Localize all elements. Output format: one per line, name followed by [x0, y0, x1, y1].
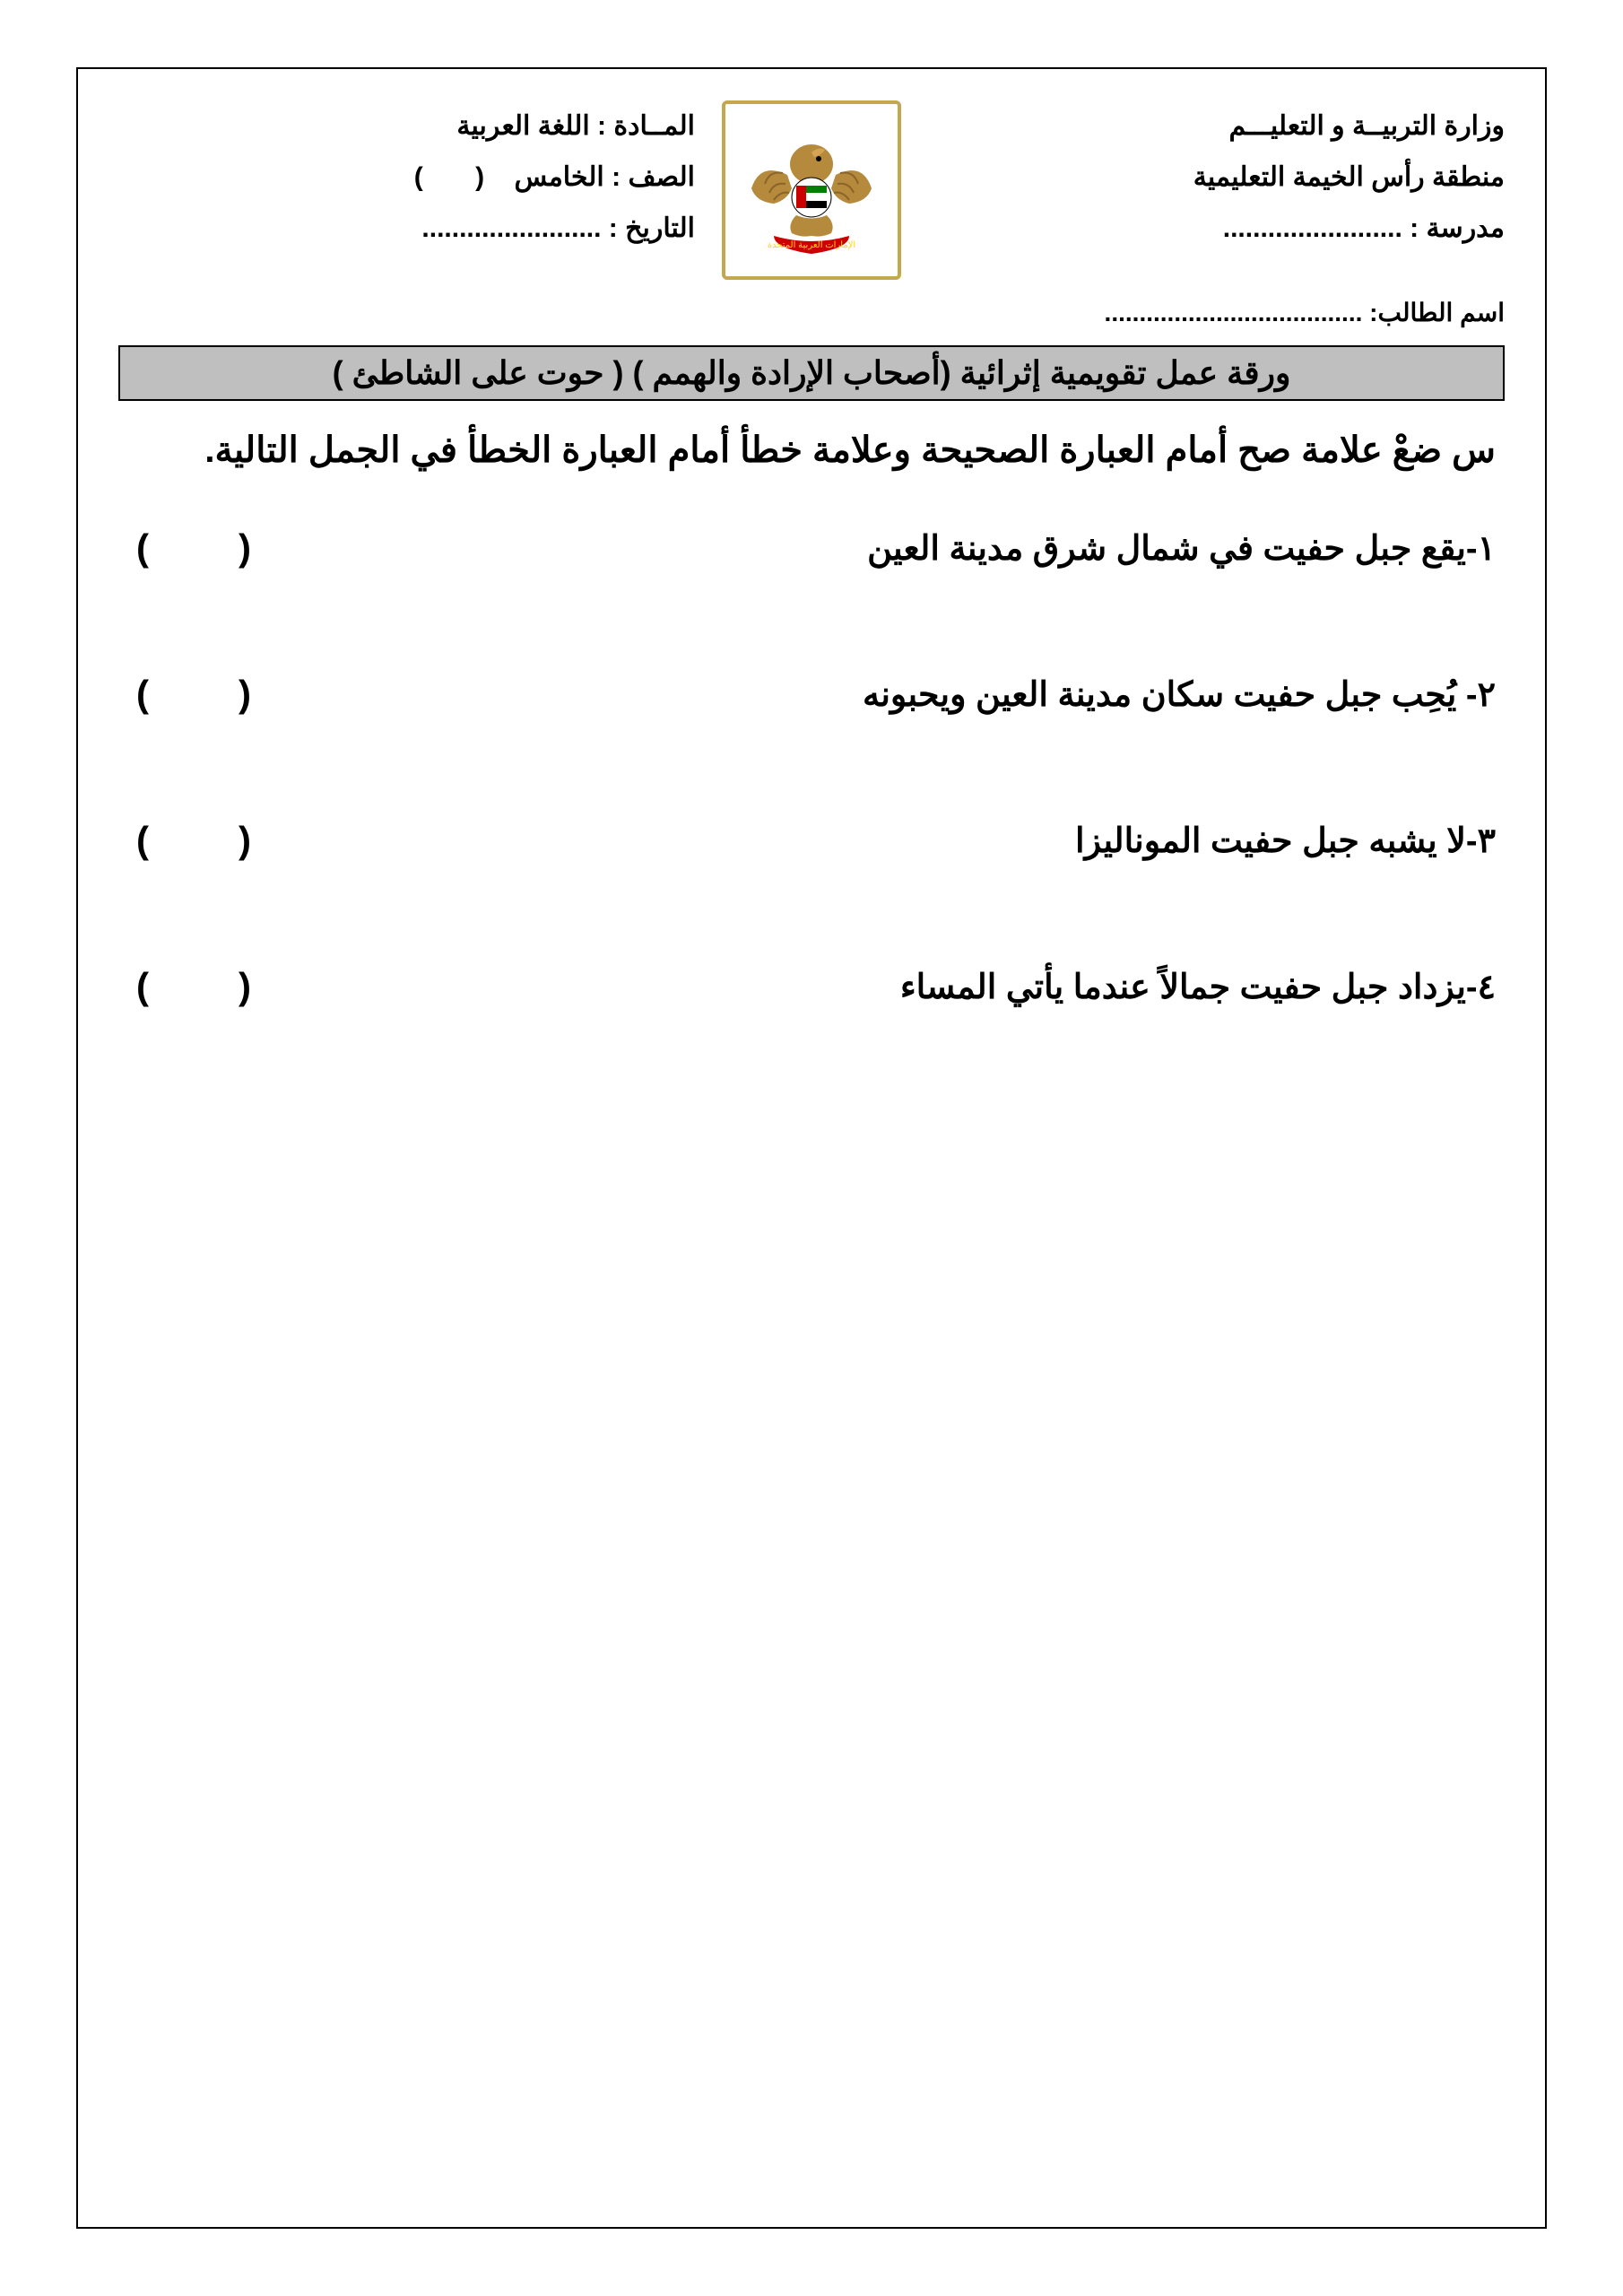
student-dots: .....................................: [1105, 299, 1363, 326]
question-2-num: ٢: [1478, 676, 1496, 714]
bracket-close-4: ): [239, 965, 260, 1007]
question-3-num: ٣: [1478, 822, 1496, 860]
bracket-close-1: ): [239, 526, 260, 569]
bracket-open-1: (: [136, 526, 158, 569]
worksheet-title-bar: ورقة عمل تقويمية إثرائية (أصحاب الإرادة …: [118, 345, 1505, 401]
question-2-body: - يُحِب جبل حفيت سكان مدينة العين ويحبون…: [863, 676, 1478, 714]
question-1-body: -يقع جبل حفيت في شمال شرق مدينة العين: [867, 530, 1478, 568]
uae-emblem-box: الإمارات العربية المتحدة: [722, 100, 901, 280]
worksheet-header: وزارة التربيــة و التعليـــم منطقة رأس ا…: [118, 100, 1505, 280]
grade-bracket-close: ): [414, 162, 423, 192]
question-4-body: -يزداد جبل حفيت جمالاً عندما يأتي المساء: [900, 969, 1478, 1006]
school-label: مدرسة :: [1402, 213, 1505, 243]
header-right-block: وزارة التربيــة و التعليـــم منطقة رأس ا…: [928, 100, 1505, 254]
question-3-text: ٣-لا يشبه جبل حفيت الموناليزا: [260, 821, 1496, 861]
question-3-brackets: (): [127, 819, 260, 862]
region-name: منطقة رأس الخيمة التعليمية: [928, 152, 1505, 203]
grade-label: الصف :: [612, 162, 695, 192]
school-line: مدرسة : ........................: [928, 203, 1505, 254]
date-line: التاريخ : ........................: [118, 203, 695, 254]
svg-text:الإمارات العربية المتحدة: الإمارات العربية المتحدة: [767, 240, 855, 250]
page-container: وزارة التربيــة و التعليـــم منطقة رأس ا…: [0, 0, 1623, 2296]
question-2-text: ٢- يُحِب جبل حفيت سكان مدينة العين ويحبو…: [260, 674, 1496, 715]
student-label: اسم الطالب:: [1369, 299, 1505, 326]
grade-line: الصف : الخامس ( ): [118, 152, 695, 203]
question-row-1: ١-يقع جبل حفيت في شمال شرق مدينة العين (…: [118, 526, 1505, 570]
question-row-2: ٢- يُحِب جبل حفيت سكان مدينة العين ويحبو…: [118, 673, 1505, 716]
question-1-num: ١: [1478, 530, 1496, 568]
question-3-body: -لا يشبه جبل حفيت الموناليزا: [1075, 822, 1478, 860]
page-frame: وزارة التربيــة و التعليـــم منطقة رأس ا…: [76, 67, 1547, 2229]
question-1-brackets: (): [127, 526, 260, 570]
worksheet-title: ورقة عمل تقويمية إثرائية (أصحاب الإرادة …: [333, 354, 1291, 391]
header-center-block: الإمارات العربية المتحدة: [695, 100, 928, 280]
subject-line: المــادة : اللغة العربية: [118, 100, 695, 152]
question-row-4: ٤-يزداد جبل حفيت جمالاً عندما يأتي المسا…: [118, 965, 1505, 1008]
instruction-text: س ضعْ علامة صح أمام العبارة الصحيحة وعلا…: [118, 423, 1505, 477]
bracket-open-2: (: [136, 673, 158, 715]
student-name-row: اسم الطالب: ............................…: [118, 298, 1505, 327]
ministry-name: وزارة التربيــة و التعليـــم: [928, 100, 1505, 152]
question-4-num: ٤: [1478, 969, 1496, 1006]
grade-bracket-open: (: [475, 162, 484, 192]
grade-value: الخامس: [514, 162, 603, 192]
school-dots: ........................: [1223, 213, 1402, 243]
uae-emblem-icon: الإمارات العربية المتحدة: [742, 121, 881, 260]
question-row-3: ٣-لا يشبه جبل حفيت الموناليزا (): [118, 819, 1505, 862]
date-label: التاريخ :: [609, 213, 695, 243]
header-left-block: المــادة : اللغة العربية الصف : الخامس (…: [118, 100, 695, 254]
subject-value: اللغة العربية: [456, 111, 589, 141]
question-2-brackets: (): [127, 673, 260, 716]
bracket-open-3: (: [136, 819, 158, 861]
bracket-close-2: ): [239, 673, 260, 715]
question-4-brackets: (): [127, 965, 260, 1008]
question-1-text: ١-يقع جبل حفيت في شمال شرق مدينة العين: [260, 528, 1496, 569]
subject-label: المــادة :: [597, 111, 695, 141]
date-dots: ........................: [421, 213, 601, 243]
bracket-open-4: (: [136, 965, 158, 1007]
question-4-text: ٤-يزداد جبل حفيت جمالاً عندما يأتي المسا…: [260, 967, 1496, 1007]
bracket-close-3: ): [239, 819, 260, 861]
